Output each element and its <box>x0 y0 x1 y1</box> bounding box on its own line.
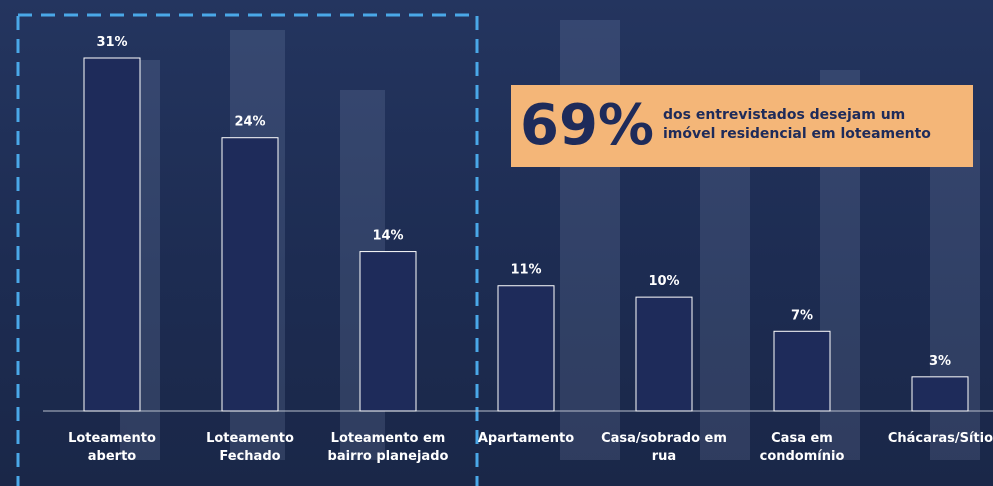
callout-text: dos entrevistados desejam um imóvel resi… <box>663 106 931 144</box>
bar <box>498 286 554 411</box>
chart-canvas: 31% 24% 14% 11% 10% 7% 3% <box>0 0 993 486</box>
callout: 69% dos entrevistados desejam um imóvel … <box>511 85 973 167</box>
value-label: 14% <box>372 229 403 244</box>
value-label: 11% <box>510 263 541 278</box>
bar <box>912 377 968 411</box>
value-label: 3% <box>929 354 951 369</box>
value-label: 7% <box>791 308 813 323</box>
x-tick-label: Apartamento <box>457 430 595 448</box>
bar <box>84 58 140 411</box>
chart: 31% 24% 14% 11% 10% 7% 3% 69% dos entrevistado… <box>0 0 993 486</box>
value-label: 31% <box>96 35 127 50</box>
x-tick-label: Casa/sobrado em rua <box>595 430 733 466</box>
x-tick-label: Casa em condomínio <box>733 430 871 466</box>
x-tick-label: Loteamento em bairro planejado <box>319 430 457 466</box>
bar <box>360 252 416 411</box>
value-label: 24% <box>234 115 265 130</box>
bar <box>222 138 278 411</box>
callout-number: 69% <box>520 89 654 163</box>
bar <box>774 331 830 411</box>
bar <box>636 297 692 411</box>
x-tick-label: Loteamento aberto <box>43 430 181 466</box>
value-label: 10% <box>648 274 679 289</box>
x-tick-label: Chácaras/Sítio <box>855 430 993 448</box>
x-tick-label: Loteamento Fechado <box>181 430 319 466</box>
